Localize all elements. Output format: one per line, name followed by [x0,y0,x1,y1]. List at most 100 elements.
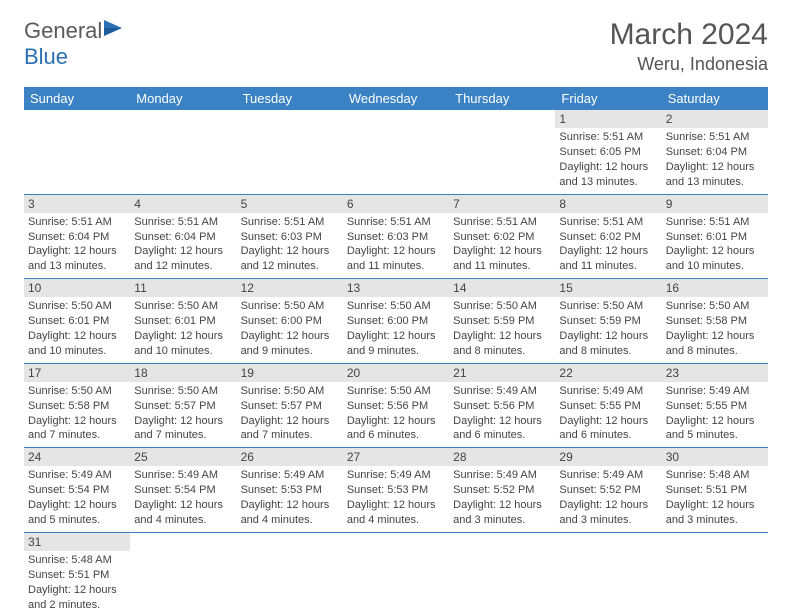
day-info: Sunrise: 5:48 AMSunset: 5:51 PMDaylight:… [666,468,764,527]
day-info: Sunrise: 5:51 AMSunset: 6:01 PMDaylight:… [666,215,764,274]
calendar-cell: 14 Sunrise: 5:50 AMSunset: 5:59 PMDayligh… [449,279,555,364]
calendar-cell-empty [24,110,130,195]
calendar-cell: 13 Sunrise: 5:50 AMSunset: 6:00 PMDayligh… [343,279,449,364]
day-number: 13 [343,279,449,297]
weekday-header: Monday [130,87,236,110]
logo: GeneralBlue [24,18,126,70]
day-number: 23 [662,364,768,382]
day-number: 28 [449,448,555,466]
day-info: Sunrise: 5:51 AMSunset: 6:02 PMDaylight:… [559,215,657,274]
day-info: Sunrise: 5:49 AMSunset: 5:53 PMDaylight:… [347,468,445,527]
day-info: Sunrise: 5:50 AMSunset: 5:57 PMDaylight:… [241,384,339,443]
day-info: Sunrise: 5:50 AMSunset: 5:56 PMDaylight:… [347,384,445,443]
day-info: Sunrise: 5:49 AMSunset: 5:54 PMDaylight:… [28,468,126,527]
calendar-cell: 15 Sunrise: 5:50 AMSunset: 5:59 PMDayligh… [555,279,661,364]
location: Weru, Indonesia [610,54,768,75]
calendar-cell: 17 Sunrise: 5:50 AMSunset: 5:58 PMDayligh… [24,364,130,449]
weekday-header: Wednesday [343,87,449,110]
day-info: Sunrise: 5:51 AMSunset: 6:03 PMDaylight:… [347,215,445,274]
day-number: 5 [237,195,343,213]
weekday-header: Thursday [449,87,555,110]
title-block: March 2024 Weru, Indonesia [610,18,768,75]
day-number: 25 [130,448,236,466]
day-info: Sunrise: 5:51 AMSunset: 6:04 PMDaylight:… [134,215,232,274]
calendar-cell-empty [237,110,343,195]
day-info: Sunrise: 5:50 AMSunset: 6:00 PMDaylight:… [241,299,339,358]
day-number: 11 [130,279,236,297]
calendar-cell: 1 Sunrise: 5:51 AMSunset: 6:05 PMDaylight… [555,110,661,195]
calendar-cell: 22 Sunrise: 5:49 AMSunset: 5:55 PMDayligh… [555,364,661,449]
day-info: Sunrise: 5:48 AMSunset: 5:51 PMDaylight:… [28,553,126,612]
calendar-cell: 24 Sunrise: 5:49 AMSunset: 5:54 PMDayligh… [24,448,130,533]
calendar-cell: 4 Sunrise: 5:51 AMSunset: 6:04 PMDaylight… [130,195,236,280]
day-number: 14 [449,279,555,297]
day-info: Sunrise: 5:51 AMSunset: 6:02 PMDaylight:… [453,215,551,274]
calendar-cell: 18 Sunrise: 5:50 AMSunset: 5:57 PMDayligh… [130,364,236,449]
day-number: 10 [24,279,130,297]
day-number: 20 [343,364,449,382]
day-number: 9 [662,195,768,213]
calendar-cell: 19Sunrise: 5:50 AMSunset: 5:57 PMDayligh… [237,364,343,449]
day-info: Sunrise: 5:50 AMSunset: 6:00 PMDaylight:… [347,299,445,358]
weekday-header: Tuesday [237,87,343,110]
day-number: 12 [237,279,343,297]
day-info: Sunrise: 5:50 AMSunset: 5:57 PMDaylight:… [134,384,232,443]
calendar-cell: 12 Sunrise: 5:50 AMSunset: 6:00 PMDayligh… [237,279,343,364]
weekday-header: Saturday [662,87,768,110]
weekday-header: Friday [555,87,661,110]
day-info: Sunrise: 5:51 AMSunset: 6:05 PMDaylight:… [559,130,657,189]
calendar-grid: SundayMondayTuesdayWednesdayThursdayFrid… [24,87,768,616]
calendar-cell: 5Sunrise: 5:51 AMSunset: 6:03 PMDaylight… [237,195,343,280]
day-number: 18 [130,364,236,382]
day-info: Sunrise: 5:50 AMSunset: 5:58 PMDaylight:… [28,384,126,443]
day-number: 30 [662,448,768,466]
day-number: 8 [555,195,661,213]
day-number: 22 [555,364,661,382]
day-number: 24 [24,448,130,466]
day-number: 4 [130,195,236,213]
logo-text-general: General [24,18,102,43]
calendar-cell: 16 Sunrise: 5:50 AMSunset: 5:58 PMDayligh… [662,279,768,364]
day-number: 3 [24,195,130,213]
day-number: 1 [555,110,661,128]
day-number: 31 [24,533,130,551]
calendar-cell-empty [343,110,449,195]
day-number: 17 [24,364,130,382]
day-info: Sunrise: 5:50 AMSunset: 5:59 PMDaylight:… [453,299,551,358]
day-info: Sunrise: 5:49 AMSunset: 5:55 PMDaylight:… [559,384,657,443]
day-number: 26 [237,448,343,466]
day-info: Sunrise: 5:50 AMSunset: 5:58 PMDaylight:… [666,299,764,358]
calendar-cell: 26Sunrise: 5:49 AMSunset: 5:53 PMDayligh… [237,448,343,533]
day-info: Sunrise: 5:51 AMSunset: 6:04 PMDaylight:… [666,130,764,189]
calendar-cell: 11Sunrise: 5:50 AMSunset: 6:01 PMDayligh… [130,279,236,364]
day-info: Sunrise: 5:49 AMSunset: 5:56 PMDaylight:… [453,384,551,443]
header: GeneralBlue March 2024 Weru, Indonesia [24,18,768,75]
calendar-cell-empty [130,110,236,195]
day-number: 16 [662,279,768,297]
day-info: Sunrise: 5:49 AMSunset: 5:55 PMDaylight:… [666,384,764,443]
calendar-cell: 6 Sunrise: 5:51 AMSunset: 6:03 PMDaylight… [343,195,449,280]
day-info: Sunrise: 5:51 AMSunset: 6:04 PMDaylight:… [28,215,126,274]
day-info: Sunrise: 5:50 AMSunset: 6:01 PMDaylight:… [28,299,126,358]
calendar-cell: 3 Sunrise: 5:51 AMSunset: 6:04 PMDaylight… [24,195,130,280]
day-info: Sunrise: 5:50 AMSunset: 5:59 PMDaylight:… [559,299,657,358]
day-info: Sunrise: 5:49 AMSunset: 5:52 PMDaylight:… [453,468,551,527]
day-number: 15 [555,279,661,297]
day-number: 6 [343,195,449,213]
day-number: 7 [449,195,555,213]
calendar-cell: 8 Sunrise: 5:51 AMSunset: 6:02 PMDaylight… [555,195,661,280]
day-info: Sunrise: 5:49 AMSunset: 5:52 PMDaylight:… [559,468,657,527]
logo-text: GeneralBlue [24,18,126,70]
calendar-cell: 23 Sunrise: 5:49 AMSunset: 5:55 PMDayligh… [662,364,768,449]
day-number: 27 [343,448,449,466]
day-number: 29 [555,448,661,466]
calendar-cell: 31 Sunrise: 5:48 AMSunset: 5:51 PMDayligh… [24,533,130,616]
day-number: 2 [662,110,768,128]
calendar-cell: 9 Sunrise: 5:51 AMSunset: 6:01 PMDaylight… [662,195,768,280]
calendar-cell: 20 Sunrise: 5:50 AMSunset: 5:56 PMDayligh… [343,364,449,449]
weekday-header: Sunday [24,87,130,110]
calendar-cell: 30 Sunrise: 5:48 AMSunset: 5:51 PMDayligh… [662,448,768,533]
calendar-cell: 10 Sunrise: 5:50 AMSunset: 6:01 PMDayligh… [24,279,130,364]
calendar-cell-empty [449,110,555,195]
calendar-cell: 21Sunrise: 5:49 AMSunset: 5:56 PMDayligh… [449,364,555,449]
